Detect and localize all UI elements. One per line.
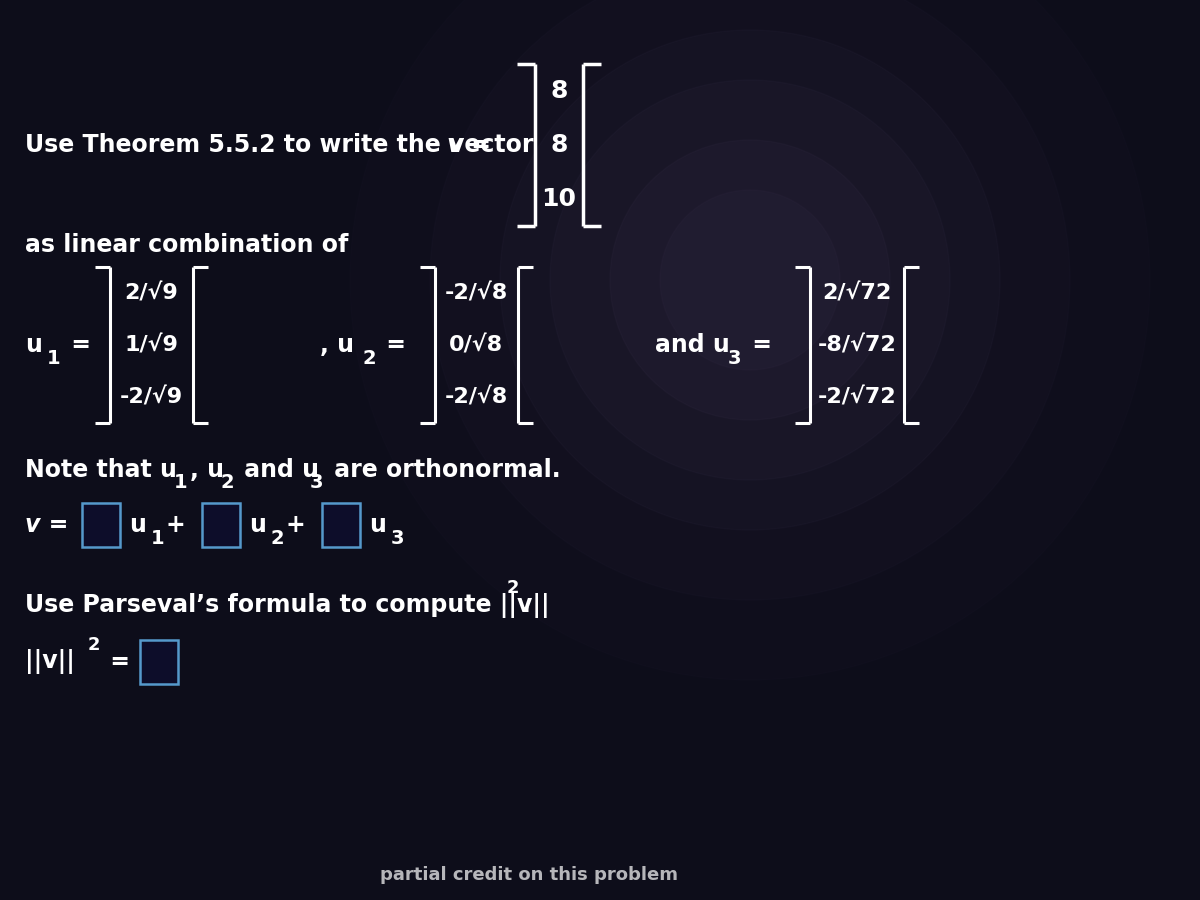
Circle shape	[660, 190, 840, 370]
Text: -2/√8: -2/√8	[445, 283, 508, 303]
Text: Use Theorem 5.5.2 to write the vector: Use Theorem 5.5.2 to write the vector	[25, 133, 541, 157]
Text: -2/√72: -2/√72	[817, 387, 896, 407]
Text: -2/√8: -2/√8	[445, 387, 508, 407]
Circle shape	[610, 140, 890, 420]
Text: and u: and u	[655, 333, 730, 357]
Text: , u: , u	[320, 333, 354, 357]
Text: 1/√9: 1/√9	[125, 335, 178, 355]
Text: 3: 3	[728, 348, 742, 367]
Text: 2/√72: 2/√72	[822, 283, 892, 303]
Text: =: =	[463, 133, 491, 157]
Text: 8: 8	[551, 133, 568, 157]
Text: .: .	[522, 593, 530, 617]
Text: -8/√72: -8/√72	[817, 335, 896, 355]
Text: 10: 10	[541, 187, 576, 211]
Text: 0/√8: 0/√8	[449, 335, 503, 355]
Circle shape	[430, 0, 1070, 600]
Text: and u: and u	[236, 458, 319, 482]
FancyBboxPatch shape	[322, 503, 360, 547]
Text: 3: 3	[310, 473, 324, 492]
Text: 3: 3	[391, 528, 404, 547]
Text: u: u	[130, 513, 146, 537]
Text: =: =	[744, 333, 772, 357]
Text: u: u	[370, 513, 386, 537]
Text: =: =	[378, 333, 406, 357]
Text: u: u	[25, 333, 42, 357]
Text: ||v||: ||v||	[25, 650, 74, 674]
FancyBboxPatch shape	[82, 503, 120, 547]
Text: =: =	[102, 650, 130, 674]
Text: 2: 2	[271, 528, 284, 547]
Text: 1: 1	[47, 348, 61, 367]
Text: Note that u: Note that u	[25, 458, 176, 482]
Text: =: =	[64, 333, 91, 357]
FancyBboxPatch shape	[202, 503, 240, 547]
Text: 2: 2	[88, 636, 101, 654]
Text: partial credit on this problem: partial credit on this problem	[380, 866, 678, 884]
Text: v =: v =	[25, 513, 68, 537]
Text: v: v	[446, 133, 462, 157]
Text: +: +	[166, 513, 185, 537]
Circle shape	[500, 30, 1000, 530]
Text: 2: 2	[362, 348, 376, 367]
Text: 1: 1	[174, 473, 187, 492]
Text: Use Parseval’s formula to compute ||v||: Use Parseval’s formula to compute ||v||	[25, 592, 550, 617]
Text: 2: 2	[508, 579, 520, 597]
Text: are orthonormal.: are orthonormal.	[326, 458, 560, 482]
Text: +: +	[286, 513, 305, 537]
Text: u: u	[250, 513, 266, 537]
Text: 8: 8	[551, 79, 568, 103]
Text: 1: 1	[151, 528, 164, 547]
FancyBboxPatch shape	[140, 640, 178, 684]
Text: as linear combination of: as linear combination of	[25, 233, 348, 257]
Text: 2/√9: 2/√9	[125, 283, 178, 303]
Text: 2: 2	[220, 473, 234, 492]
Text: -2/√9: -2/√9	[120, 387, 182, 407]
Text: , u: , u	[190, 458, 224, 482]
Circle shape	[550, 80, 950, 480]
